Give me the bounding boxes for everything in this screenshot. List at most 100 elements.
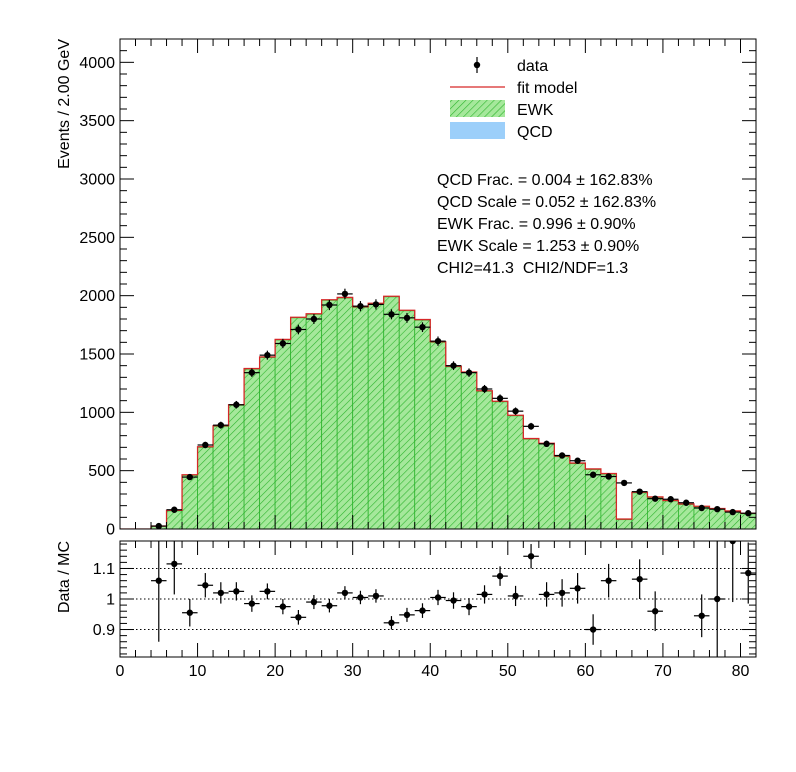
fit-info-line-qcd-frac: QCD Frac. = 0.004 ± 162.83% xyxy=(437,172,653,189)
data-point xyxy=(461,368,477,377)
fit-results-text: QCD Frac. = 0.004 ± 162.83% QCD Scale = … xyxy=(437,172,656,277)
x-tick-label: 30 xyxy=(344,663,362,680)
data-point xyxy=(647,495,663,502)
data-point xyxy=(724,508,741,516)
ratio-point-marker xyxy=(357,594,364,601)
data-point xyxy=(430,336,446,346)
data-point xyxy=(600,473,617,480)
ratio-point-marker xyxy=(248,600,256,607)
ewk-bar xyxy=(367,303,385,529)
ratio-point-marker xyxy=(434,594,442,601)
ratio-point xyxy=(554,579,570,607)
data-point-marker xyxy=(155,522,162,529)
data-point xyxy=(290,324,307,335)
fit-info-line-ewk-frac: EWK Frac. = 0.996 ± 0.90% xyxy=(437,216,636,233)
ratio-y-tick-label: 1.1 xyxy=(93,561,115,578)
data-point xyxy=(445,361,462,371)
data-point-marker xyxy=(620,479,628,487)
ratio-point xyxy=(368,589,384,603)
y-tick-label: 4000 xyxy=(79,55,115,72)
y-tick-label: 1000 xyxy=(79,405,115,422)
ratio-point xyxy=(352,590,369,605)
ratio-point-marker xyxy=(326,602,333,609)
y-tick-label: 500 xyxy=(88,463,115,480)
legend-entry-qcd: QCD xyxy=(450,122,553,141)
data-point-marker xyxy=(667,496,674,503)
data-point xyxy=(368,299,384,310)
ewk-histogram xyxy=(150,296,756,529)
legend-entry-ewk: EWK xyxy=(450,100,554,119)
ewk-bar xyxy=(662,500,679,529)
data-point xyxy=(631,488,648,495)
ratio-point xyxy=(538,582,555,607)
data-point-marker xyxy=(527,423,535,430)
ratio-point xyxy=(631,559,648,599)
data-point-marker xyxy=(558,452,566,459)
ewk-bar xyxy=(476,390,493,529)
ewk-bar xyxy=(584,469,602,529)
ratio-point xyxy=(321,599,338,613)
ewk-bar xyxy=(429,341,447,529)
ratio-point-marker xyxy=(202,582,209,589)
data-point xyxy=(569,457,586,464)
ratio-point-marker xyxy=(388,619,395,627)
ewk-bar xyxy=(491,401,509,529)
x-tick-label: 80 xyxy=(732,663,750,680)
data-point-marker xyxy=(326,301,333,309)
ewk-bar xyxy=(197,446,214,529)
data-point xyxy=(352,301,369,312)
y-tick-label: 2000 xyxy=(79,288,115,305)
data-point-marker xyxy=(372,301,380,308)
ewk-bar xyxy=(445,366,462,529)
data-point-marker xyxy=(171,506,178,513)
ratio-point xyxy=(569,573,586,604)
data-point xyxy=(554,452,570,459)
ratio-point-marker xyxy=(589,626,597,633)
ratio-point-marker xyxy=(605,577,612,584)
main-distribution-panel: 0 500 1000 1500 2000 2500 3000 3500 4000 Events … xyxy=(56,38,757,539)
ratio-point xyxy=(337,586,353,600)
ratio-points xyxy=(151,541,756,657)
fit-info-line-chi2: CHI2=41.3 CHI2/NDF=1.3 xyxy=(437,260,628,277)
data-point-marker xyxy=(295,326,302,333)
ratio-point xyxy=(259,583,276,600)
ewk-bar xyxy=(305,313,323,529)
data-point-marker xyxy=(434,337,442,345)
ewk-bar xyxy=(290,317,307,529)
data-point xyxy=(228,400,245,409)
ratio-point-marker xyxy=(341,589,349,597)
ratio-y-axis-label: Data / MC xyxy=(56,541,73,613)
ratio-point xyxy=(166,541,183,595)
ratio-point-marker xyxy=(714,595,721,603)
y-tick-label: 0 xyxy=(106,522,115,539)
ratio-point xyxy=(476,585,493,604)
data-point xyxy=(259,350,276,360)
ratio-point-marker xyxy=(651,608,659,615)
svg-text:data: data xyxy=(517,58,548,75)
data-point-marker xyxy=(248,369,256,376)
ratio-point xyxy=(182,599,198,627)
ratio-point-marker xyxy=(698,612,705,619)
legend-entry-fit-model: fit model xyxy=(450,80,577,97)
data-point-marker xyxy=(682,499,690,506)
main-y-axis-label: Events / 2.00 GeV xyxy=(56,39,73,169)
data-point-marker xyxy=(543,440,550,448)
ratio-point xyxy=(151,541,167,642)
data-point xyxy=(414,322,431,333)
ewk-bar xyxy=(352,306,369,529)
ratio-point-marker xyxy=(512,592,519,600)
data-point xyxy=(693,504,710,512)
ewk-bar xyxy=(243,368,261,529)
ratio-point-marker xyxy=(217,589,225,597)
ewk-bar xyxy=(615,519,633,529)
x-tick-label: 20 xyxy=(266,663,284,680)
data-point xyxy=(709,505,725,513)
data-point-marker xyxy=(403,314,411,322)
ratio-y-tick-label: 1 xyxy=(106,592,115,609)
ratio-point-marker xyxy=(745,569,752,577)
data-point-marker xyxy=(450,362,457,369)
ratio-point xyxy=(290,609,307,625)
data-point xyxy=(337,288,353,300)
ratio-point xyxy=(740,542,756,604)
